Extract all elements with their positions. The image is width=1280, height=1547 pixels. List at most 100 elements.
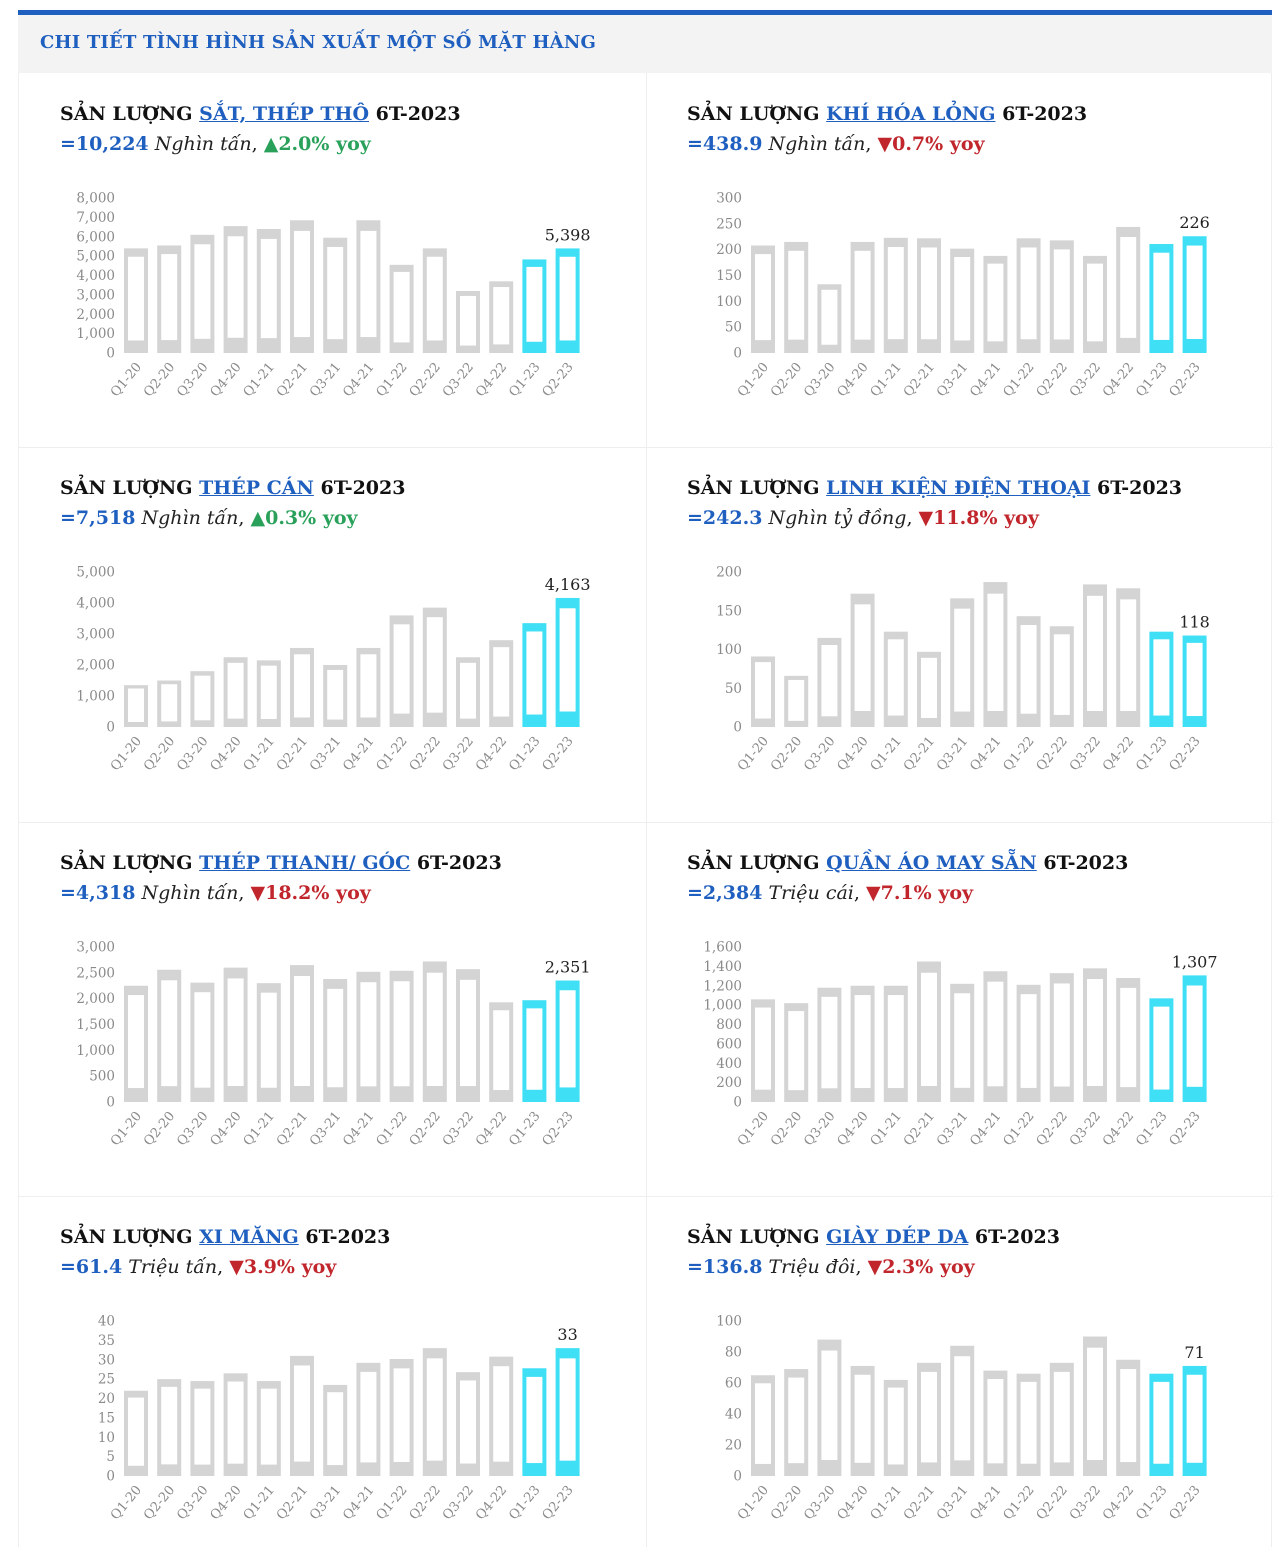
- change-arrow-icon: ▼: [867, 1256, 883, 1278]
- x-tick-label: Q4-21: [967, 1483, 1004, 1523]
- bar: [422, 1348, 447, 1476]
- panel-item-link[interactable]: KHÍ HÓA LỎNG: [826, 103, 996, 125]
- x-tick-label: Q3-21: [307, 360, 344, 400]
- y-tick-label: 0: [106, 346, 115, 362]
- x-tick-label: Q4-20: [835, 1109, 872, 1149]
- y-tick-label: 1,500: [76, 1017, 115, 1033]
- x-tick-label: Q4-20: [208, 1109, 245, 1149]
- x-tick-label: Q1-21: [868, 734, 905, 774]
- x-tick-label: Q1-22: [374, 1483, 411, 1523]
- x-tick-label: Q3-22: [440, 360, 477, 400]
- x-tick-label: Q4-22: [473, 360, 510, 400]
- bar: [157, 969, 182, 1102]
- y-tick-label: 60: [725, 1376, 742, 1392]
- panel-change: 7.1% yoy: [880, 882, 974, 904]
- panel-title-suffix: 6T-2023: [369, 103, 461, 125]
- bar: [389, 970, 414, 1102]
- bar: [256, 983, 281, 1102]
- y-tick-label: 1,000: [703, 998, 742, 1014]
- bar: [817, 987, 842, 1102]
- panel-total-value: =4,318: [60, 882, 136, 904]
- bar: [950, 598, 975, 727]
- panel-title-suffix: 6T-2023: [1036, 852, 1129, 874]
- panel-value-line: =2,384 Triệu cái, ▼7.1% yoy: [687, 882, 973, 904]
- data-label: 226: [1179, 213, 1210, 232]
- panel-unit: Nghìn tấn: [141, 507, 239, 529]
- panel-title: SẢN LƯỢNG GIÀY DÉP DA 6T-2023: [687, 1226, 1060, 1248]
- y-tick-label: 40: [98, 1314, 115, 1330]
- panel-separator: ,: [217, 1256, 230, 1278]
- panel-item-link[interactable]: XI MĂNG: [199, 1226, 299, 1248]
- x-tick-label: Q4-20: [208, 734, 245, 774]
- bar: [883, 985, 908, 1102]
- x-tick-label: Q1-22: [374, 360, 411, 400]
- bar-chart: 01,0002,0003,0004,0005,000Q1-20Q2-20Q3-2…: [76, 565, 591, 775]
- panel-item-link[interactable]: SẮT, THÉP THÔ: [199, 103, 369, 125]
- x-tick-label: Q4-21: [340, 1109, 377, 1149]
- y-tick-label: 1,000: [76, 1043, 115, 1059]
- bar: [223, 657, 248, 727]
- x-tick-label: Q3-22: [440, 1483, 477, 1523]
- x-tick-label: Q1-23: [506, 360, 543, 400]
- x-tick-label: Q3-21: [307, 1483, 344, 1523]
- change-arrow-icon: ▼: [918, 507, 934, 529]
- y-tick-label: 400: [716, 1056, 742, 1072]
- panel-total-value: =7,518: [60, 507, 136, 529]
- bar: [983, 1370, 1008, 1476]
- bar: [190, 671, 215, 727]
- x-tick-label: Q4-22: [473, 1109, 510, 1149]
- panel-title-prefix: SẢN LƯỢNG: [687, 1226, 827, 1248]
- panel-item-link[interactable]: THÉP CÁN: [199, 477, 314, 499]
- bar: [983, 971, 1008, 1102]
- panel-unit: Nghìn tấn: [154, 133, 252, 155]
- bar: [784, 675, 809, 727]
- panel-item-link[interactable]: QUẦN ÁO MAY SẴN: [826, 852, 1037, 874]
- panel-item-link[interactable]: LINH KIỆN ĐIỆN THOẠI: [826, 477, 1091, 499]
- x-tick-label: Q1-23: [1133, 360, 1170, 400]
- change-arrow-icon: ▲: [250, 507, 266, 529]
- bar: [389, 615, 414, 727]
- y-tick-label: 1,600: [703, 940, 742, 956]
- x-tick-label: Q3-21: [934, 1109, 971, 1149]
- x-tick-label: Q1-23: [1133, 1109, 1170, 1149]
- x-tick-label: Q4-22: [1100, 1483, 1137, 1523]
- panel-separator: ,: [238, 882, 251, 904]
- bar-highlight: [1182, 236, 1207, 353]
- y-tick-label: 1,400: [703, 959, 742, 975]
- x-tick-label: Q3-22: [1067, 734, 1104, 774]
- y-tick-label: 2,000: [76, 307, 115, 323]
- panel-title: SẢN LƯỢNG LINH KIỆN ĐIỆN THOẠI 6T-2023: [687, 477, 1182, 499]
- y-tick-label: 500: [89, 1069, 115, 1085]
- bar: [917, 961, 941, 1102]
- panel-item-link[interactable]: THÉP THANH/ GÓC: [199, 852, 411, 874]
- bar: [1049, 973, 1074, 1102]
- bar: [917, 238, 941, 353]
- x-tick-label: Q2-20: [768, 360, 805, 400]
- panel-title-prefix: SẢN LƯỢNG: [687, 477, 827, 499]
- panel-item-link[interactable]: GIÀY DÉP DA: [826, 1226, 969, 1248]
- y-tick-label: 5: [106, 1449, 115, 1465]
- x-tick-label: Q2-21: [901, 1483, 938, 1523]
- bar: [850, 593, 875, 727]
- bar: [456, 969, 480, 1102]
- x-tick-label: Q2-21: [901, 1109, 938, 1149]
- bar: [751, 999, 775, 1102]
- panel-total-value: =10,224: [60, 133, 149, 155]
- x-tick-label: Q2-20: [768, 734, 805, 774]
- panel-value-line: =438.9 Nghìn tấn, ▼0.7% yoy: [687, 133, 985, 155]
- x-tick-label: Q2-23: [540, 1109, 577, 1149]
- panel-unit: Triệu cái: [768, 882, 854, 904]
- x-tick-label: Q2-23: [1167, 734, 1204, 774]
- bar-chart: 050100150200250300Q1-20Q2-20Q3-20Q4-20Q1…: [716, 191, 1210, 401]
- grid-divider-vertical: [646, 73, 647, 1547]
- bar: [456, 1372, 480, 1476]
- bar: [489, 640, 514, 727]
- y-tick-label: 7,000: [76, 210, 115, 226]
- bar: [157, 680, 182, 727]
- bar: [1049, 626, 1074, 727]
- panel-value-line: =4,318 Nghìn tấn, ▼18.2% yoy: [60, 882, 371, 904]
- x-tick-label: Q3-20: [801, 360, 838, 400]
- x-tick-label: Q1-21: [868, 360, 905, 400]
- data-label: 4,163: [545, 575, 591, 594]
- change-arrow-icon: ▲: [263, 133, 279, 155]
